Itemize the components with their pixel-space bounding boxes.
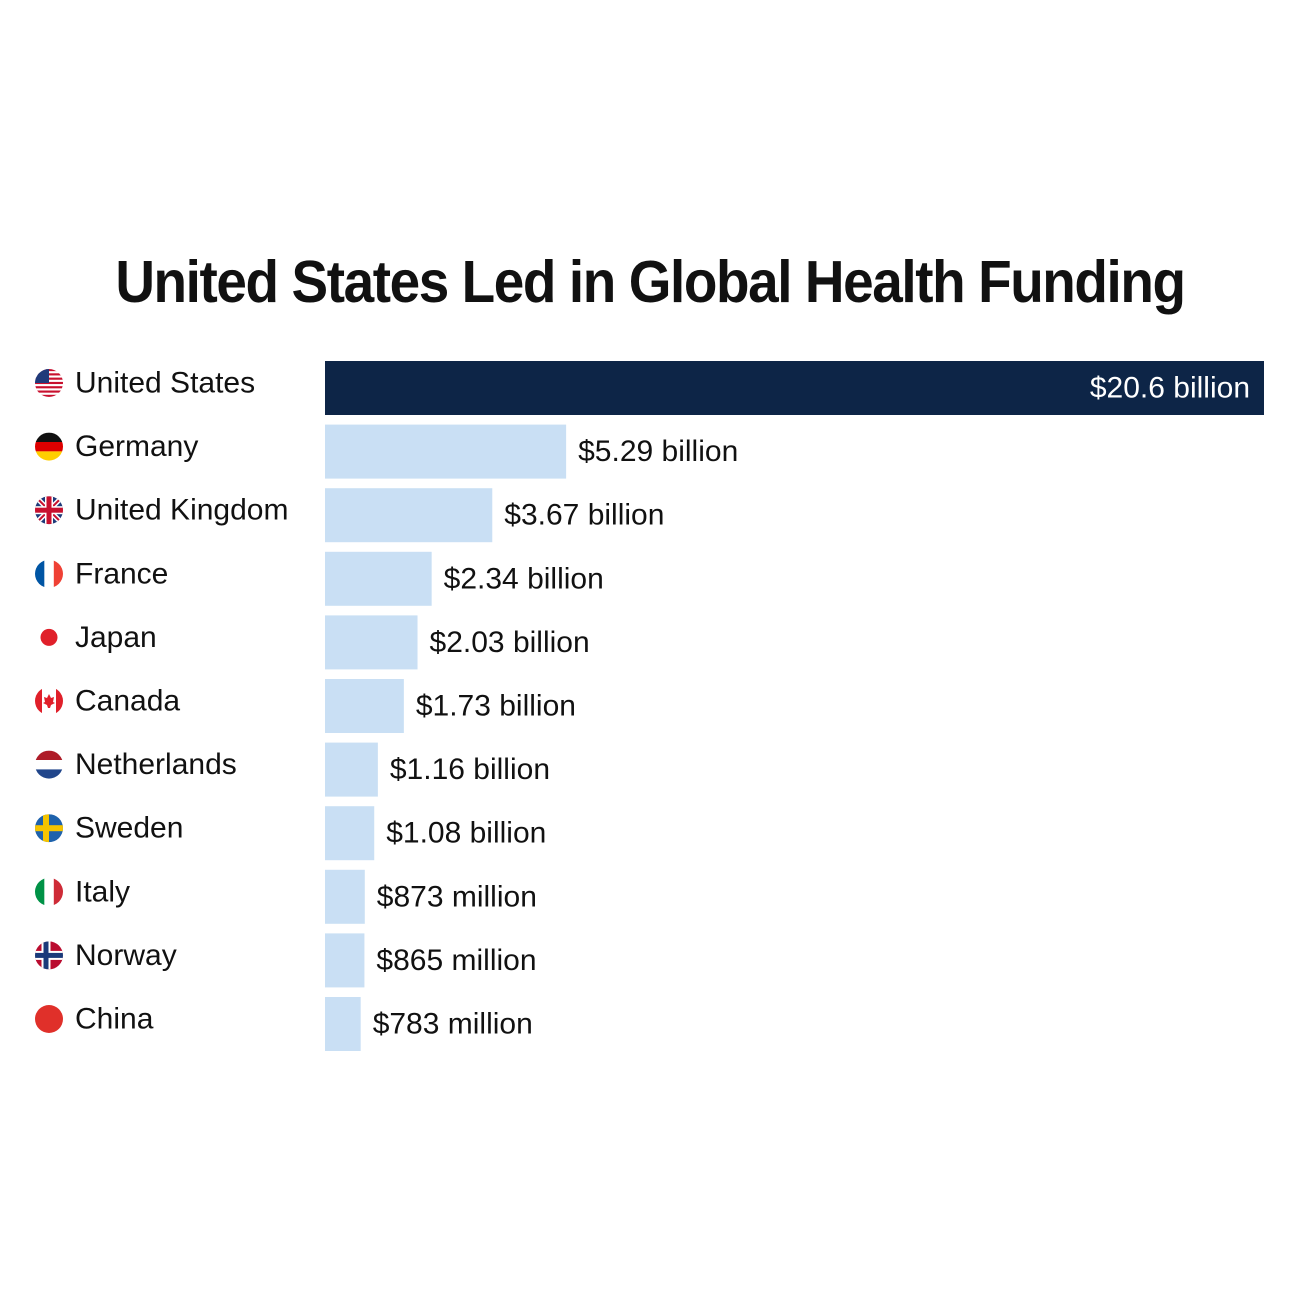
bar	[325, 933, 365, 988]
us-flag-icon	[35, 369, 63, 397]
bar	[325, 424, 567, 479]
bar-row: Germany $5.29 billion	[35, 424, 738, 479]
value-label: $873 million	[377, 880, 537, 913]
category-label: Sweden	[75, 812, 183, 845]
value-label: $865 million	[376, 944, 536, 977]
bar-row: Sweden $1.08 billion	[35, 806, 546, 861]
germany-flag-icon	[35, 432, 63, 461]
bar	[325, 615, 418, 670]
category-label: Japan	[75, 621, 157, 654]
bar-row: United Kingdom $3.67 billion	[35, 488, 664, 543]
chart-title: United States Led in Global Health Fundi…	[115, 249, 1186, 315]
bar-row: France $2.34 billion	[35, 551, 604, 606]
value-label: $1.73 billion	[416, 690, 576, 723]
value-label: $3.67 billion	[504, 499, 664, 532]
value-label: $2.34 billion	[444, 562, 604, 595]
bar-row: China $783 million	[35, 997, 533, 1051]
bar	[325, 997, 361, 1051]
bar	[325, 679, 404, 733]
italy-flag-icon	[35, 877, 63, 906]
bar	[325, 488, 493, 543]
category-label: China	[75, 1003, 154, 1036]
japan-flag-icon	[35, 623, 63, 652]
netherlands-flag-icon	[35, 750, 63, 779]
bar	[325, 361, 1264, 415]
bar-row: Canada $1.73 billion	[35, 679, 576, 733]
bar-row: Italy $873 million	[35, 869, 537, 924]
china-flag-icon	[35, 1005, 63, 1033]
category-label: Netherlands	[75, 748, 237, 781]
value-label: $2.03 billion	[430, 626, 590, 659]
category-label: Norway	[75, 939, 177, 972]
uk-flag-icon	[35, 496, 63, 525]
bar-row: Norway $865 million	[35, 933, 537, 988]
sweden-flag-icon	[35, 814, 63, 843]
bar-row: Netherlands $1.16 billion	[35, 742, 550, 797]
canada-flag-icon	[35, 687, 63, 715]
category-label: United Kingdom	[75, 494, 288, 527]
value-label: $20.6 billion	[1090, 372, 1250, 405]
bar-row: Japan $2.03 billion	[35, 615, 590, 670]
category-label: Germany	[75, 430, 198, 463]
france-flag-icon	[35, 559, 63, 588]
value-label: $5.29 billion	[578, 435, 738, 468]
category-label: Canada	[75, 685, 180, 718]
category-label: France	[75, 557, 168, 590]
bar	[325, 806, 375, 861]
bar	[325, 742, 378, 797]
bar-row: United States $20.6 billion	[35, 361, 1264, 415]
value-label: $1.16 billion	[390, 753, 550, 786]
category-label: United States	[75, 367, 255, 400]
bar	[325, 551, 432, 606]
norway-flag-icon	[35, 941, 63, 970]
value-label: $783 million	[373, 1008, 533, 1041]
value-label: $1.08 billion	[386, 817, 546, 850]
category-label: Italy	[75, 875, 130, 908]
bar	[325, 869, 365, 924]
